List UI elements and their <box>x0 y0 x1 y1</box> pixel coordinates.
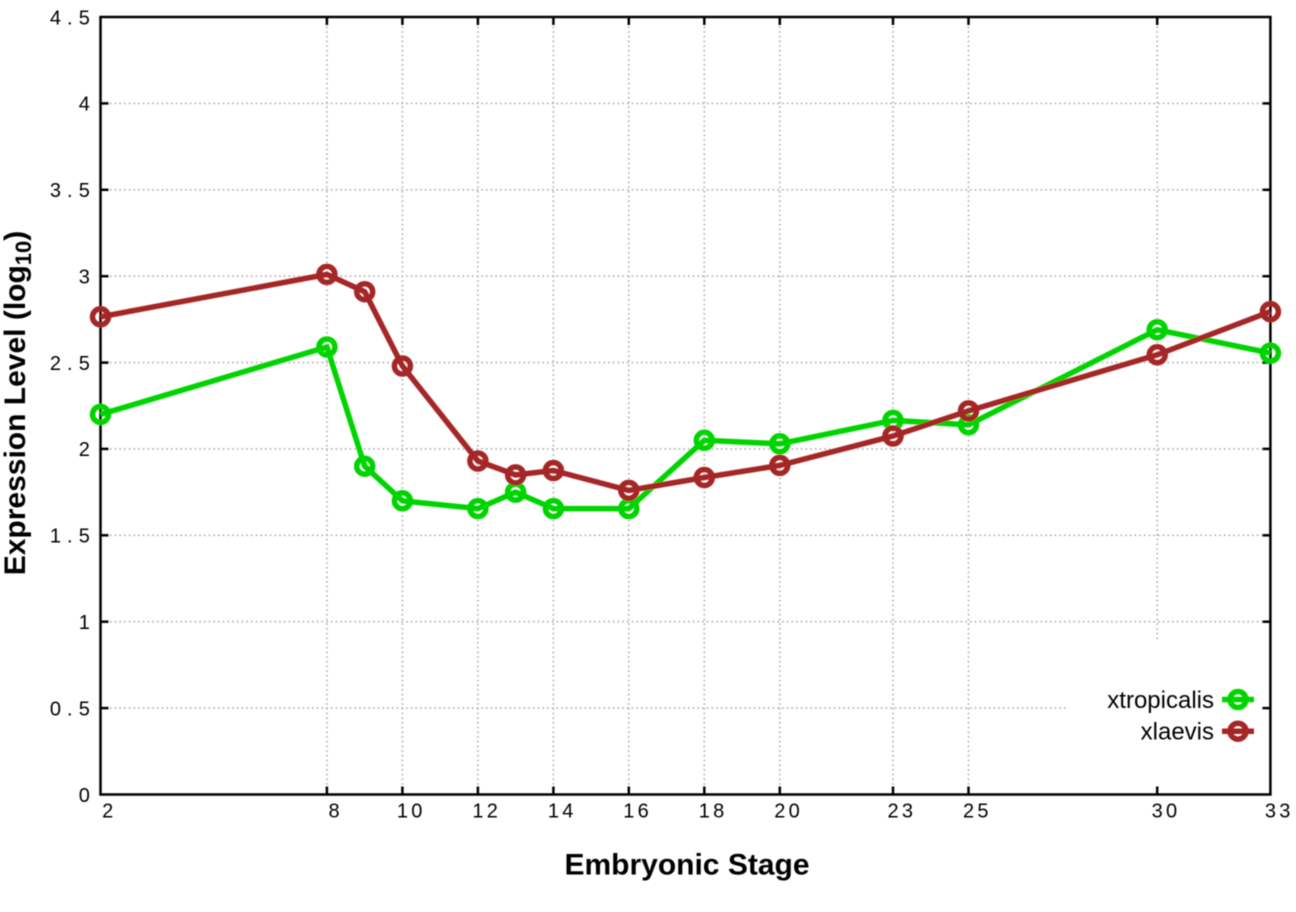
svg-text:.: . <box>67 698 73 720</box>
svg-text:0: 0 <box>79 785 90 807</box>
svg-text:.: . <box>67 353 73 375</box>
svg-text:.: . <box>67 526 73 548</box>
svg-text:3: 3 <box>50 180 61 202</box>
svg-text:3: 3 <box>1279 800 1290 822</box>
svg-text:5: 5 <box>79 698 90 720</box>
svg-text:xtropicalis: xtropicalis <box>1107 687 1214 714</box>
svg-text:1: 1 <box>548 800 559 822</box>
svg-text:3: 3 <box>1152 800 1163 822</box>
svg-text:2: 2 <box>963 800 974 822</box>
svg-text:2: 2 <box>79 439 90 461</box>
svg-text:2: 2 <box>774 800 785 822</box>
svg-text:xlaevis: xlaevis <box>1141 719 1214 746</box>
svg-text:2: 2 <box>887 800 898 822</box>
svg-text:0: 0 <box>789 800 800 822</box>
svg-text:1: 1 <box>79 612 90 634</box>
svg-text:2: 2 <box>50 353 61 375</box>
svg-text:3: 3 <box>79 267 90 289</box>
svg-text:2: 2 <box>102 800 113 822</box>
svg-text:3: 3 <box>1265 800 1276 822</box>
svg-text:0: 0 <box>1166 800 1177 822</box>
svg-text:5: 5 <box>79 526 90 548</box>
svg-text:5: 5 <box>79 7 90 29</box>
svg-text:Embryonic Stage: Embryonic Stage <box>564 849 809 882</box>
svg-text:3: 3 <box>902 800 913 822</box>
svg-text:4: 4 <box>50 7 61 29</box>
svg-text:.: . <box>67 180 73 202</box>
svg-text:5: 5 <box>79 353 90 375</box>
svg-text:1: 1 <box>699 800 710 822</box>
svg-text:6: 6 <box>638 800 649 822</box>
svg-text:8: 8 <box>713 800 724 822</box>
svg-text:1: 1 <box>50 526 61 548</box>
svg-text:4: 4 <box>562 800 573 822</box>
svg-text:0: 0 <box>50 698 61 720</box>
svg-text:.: . <box>67 7 73 29</box>
svg-text:2: 2 <box>487 800 498 822</box>
svg-text:4: 4 <box>79 94 90 116</box>
svg-text:8: 8 <box>329 800 340 822</box>
svg-text:Expression Level (log10): Expression Level (log10) <box>0 231 36 576</box>
svg-text:5: 5 <box>79 180 90 202</box>
svg-text:1: 1 <box>623 800 634 822</box>
svg-text:5: 5 <box>977 800 988 822</box>
svg-text:1: 1 <box>472 800 483 822</box>
svg-text:0: 0 <box>411 800 422 822</box>
svg-text:1: 1 <box>397 800 408 822</box>
